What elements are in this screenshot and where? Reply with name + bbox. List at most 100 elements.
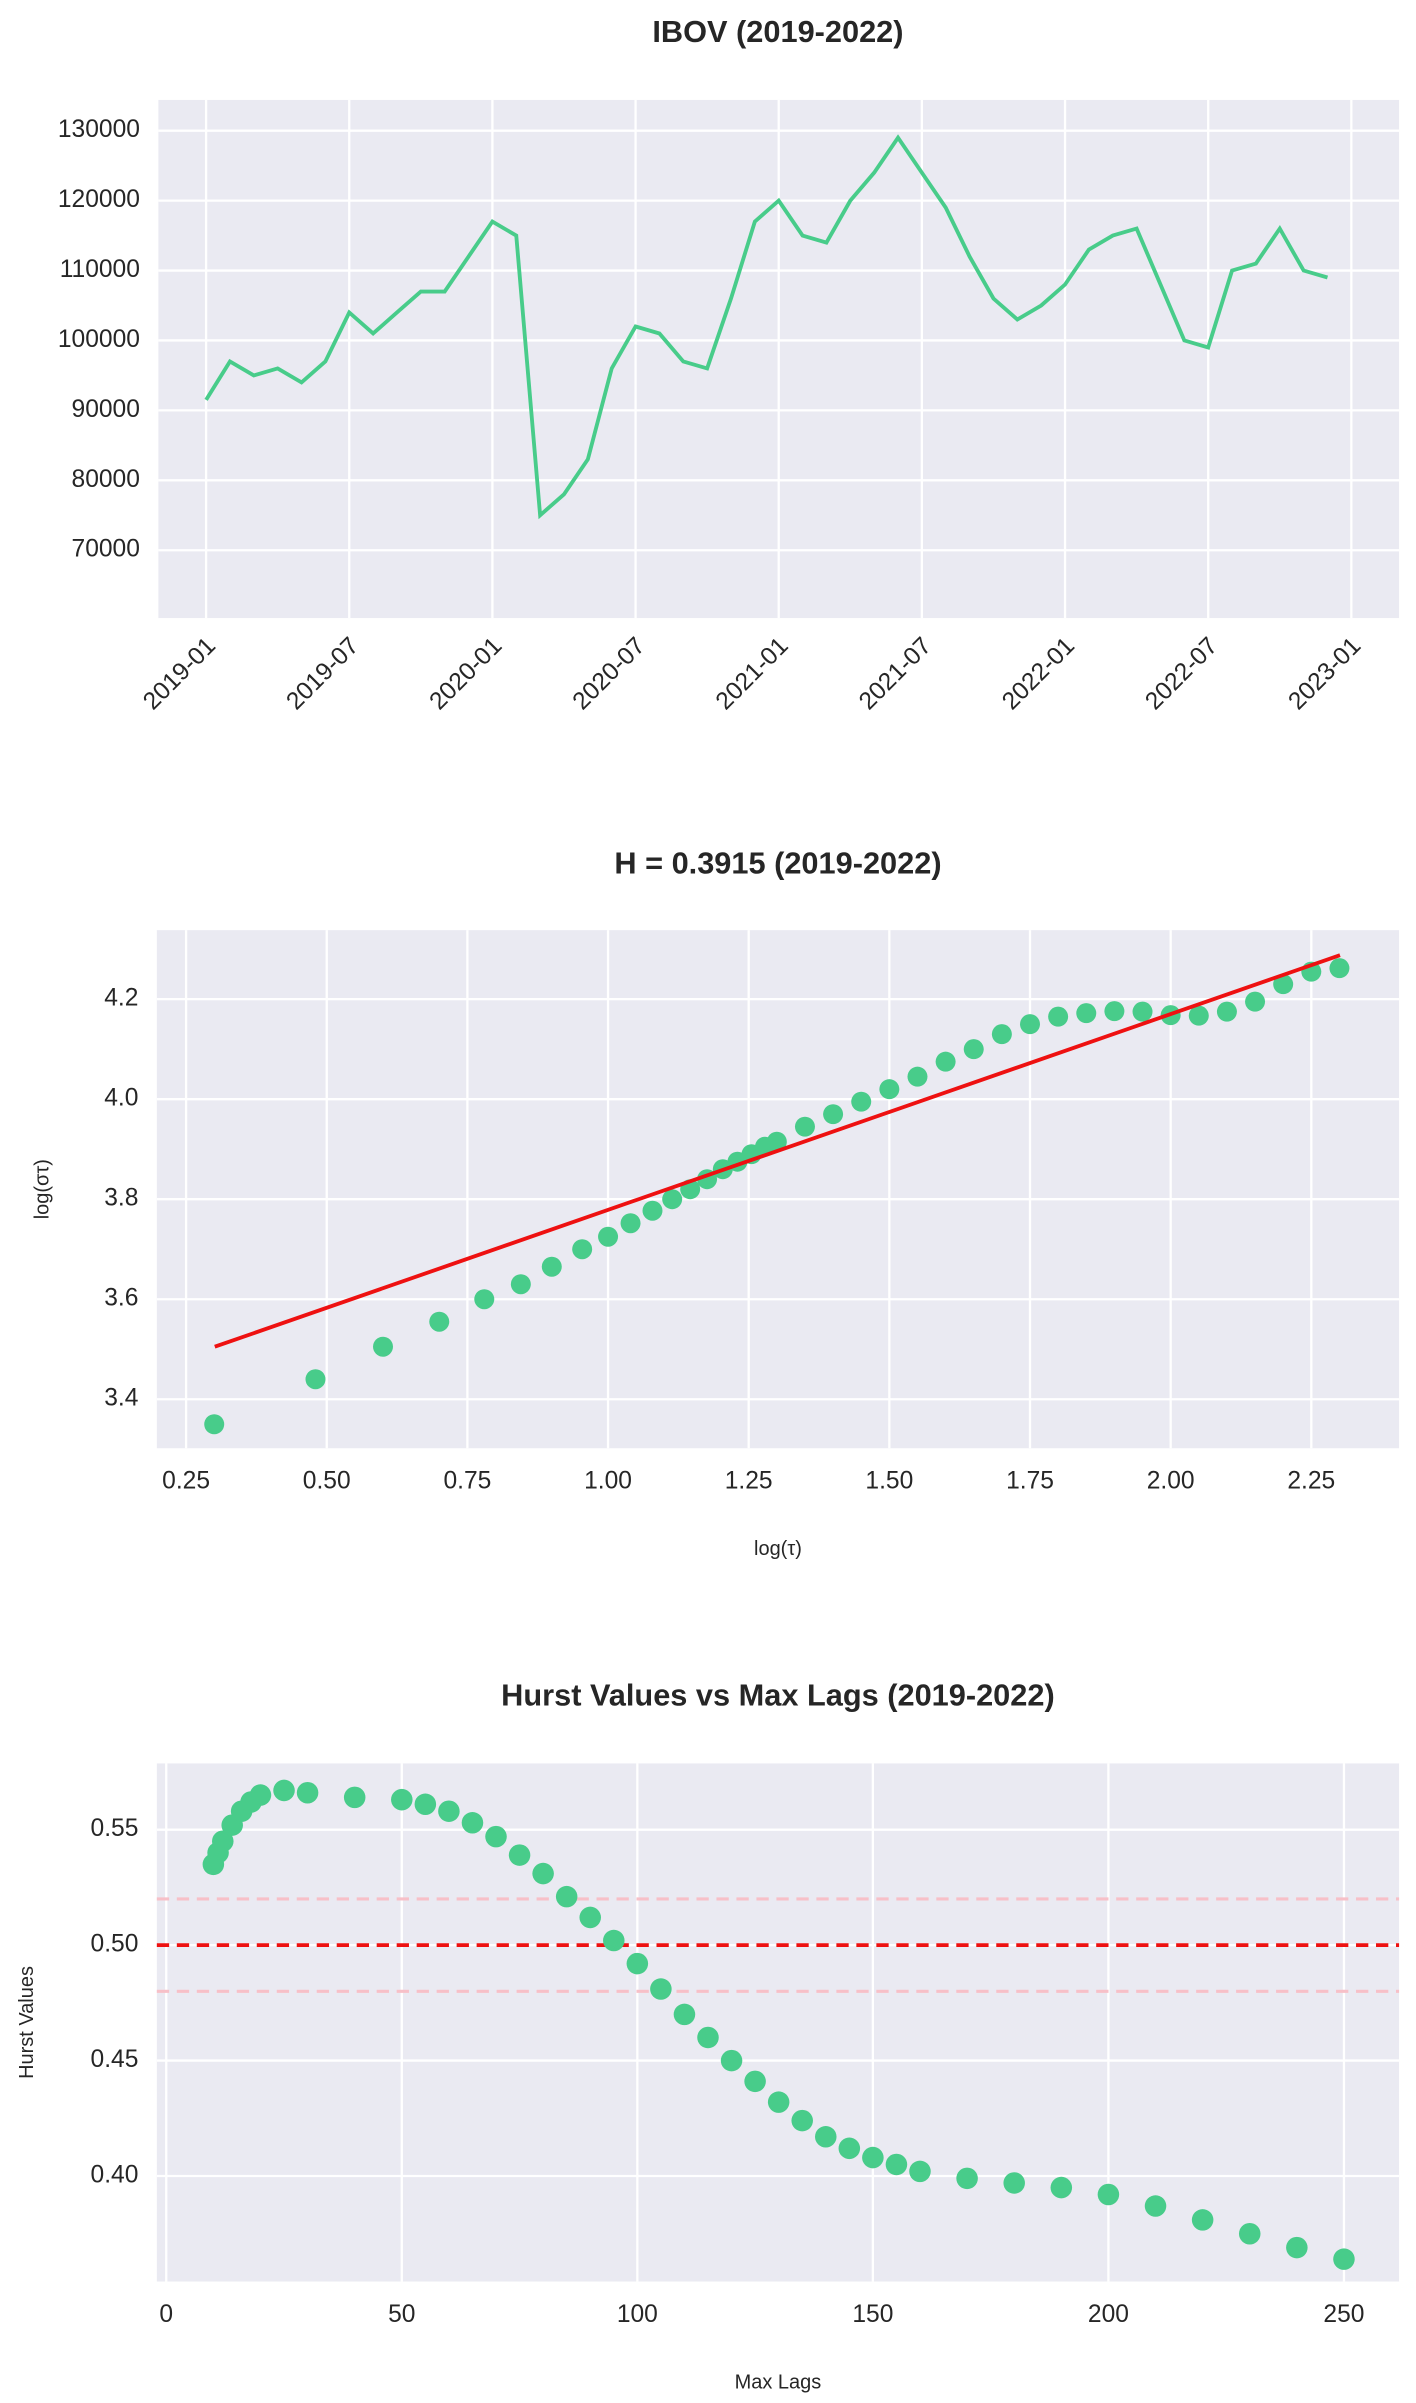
point (909, 2160, 931, 2183)
point (204, 1414, 225, 1435)
point (510, 1274, 531, 1295)
chart-title: H = 0.3915 (2019-2022) (614, 846, 941, 881)
y-tick-label: 3.4 (104, 1385, 138, 1412)
point (461, 1812, 484, 1834)
x-tick-label: 2020-01 (425, 632, 508, 715)
point (1329, 958, 1350, 979)
point (650, 1978, 672, 2000)
y-tick-label: 4.0 (104, 1085, 138, 1112)
point (767, 2091, 790, 2113)
point (603, 1929, 625, 1952)
point (1286, 2236, 1308, 2259)
x-tick-label: 1.00 (584, 1468, 632, 1495)
point (1020, 1014, 1040, 1035)
point (673, 2003, 696, 2026)
x-tick-label: 2020-07 (568, 632, 651, 715)
x-tick-label: 0.75 (443, 1468, 491, 1495)
y-tick-label: 110000 (60, 256, 140, 283)
point (541, 1256, 562, 1277)
x-tick-label: 0.25 (162, 1468, 210, 1495)
x-tick-label: 250 (1323, 2301, 1364, 2328)
point (474, 1289, 495, 1310)
x-tick-label: 2.25 (1287, 1468, 1335, 1495)
point (626, 1952, 649, 1975)
point (343, 1786, 366, 1809)
point (935, 1051, 956, 1072)
point (720, 2049, 743, 2072)
x-tick-label: 0.50 (303, 1468, 351, 1495)
x-tick-label: 1.25 (725, 1468, 773, 1495)
price-line (204, 134, 1329, 520)
point (1132, 1001, 1153, 1022)
point (885, 2153, 908, 2176)
chart-title: IBOV (2019-2022) (652, 14, 903, 49)
point (305, 1369, 326, 1390)
y-tick-label: 100000 (58, 326, 140, 353)
point (212, 1830, 234, 1853)
point (662, 1189, 683, 1210)
point (429, 1311, 450, 1332)
y-tick-label: 0.55 (91, 1815, 139, 1842)
point (1191, 2209, 1214, 2231)
point (744, 2070, 766, 2093)
x-axis-label: Max Lags (735, 2371, 822, 2393)
x-tick-label: 1.75 (1006, 1468, 1054, 1495)
point (862, 2146, 884, 2169)
point (766, 1131, 787, 1152)
point (1144, 2195, 1167, 2217)
point (1238, 2222, 1261, 2245)
point (598, 1226, 619, 1247)
point (1050, 2176, 1073, 2199)
x-axis-label: log(τ) (754, 1538, 802, 1560)
point (879, 1079, 900, 1100)
x-tick-label: 2019-07 (281, 632, 364, 715)
point (823, 1104, 844, 1125)
plot-area (156, 1763, 1400, 2282)
point (1216, 1001, 1237, 1022)
y-tick-label: 90000 (72, 396, 140, 423)
y-tick-label: 4.2 (104, 985, 138, 1012)
point (838, 2137, 861, 2160)
point (555, 1885, 578, 1908)
x-tick-label: 2021-07 (854, 632, 937, 715)
point (532, 1862, 554, 1885)
chart-title: Hurst Values vs Max Lags (2019-2022) (501, 1677, 1055, 1712)
point (296, 1781, 319, 1804)
point (414, 1793, 437, 1816)
y-tick-label: 3.8 (104, 1185, 138, 1212)
y-axis-label: log(στ) (31, 1159, 53, 1219)
point (579, 1906, 601, 1929)
point (373, 1336, 393, 1357)
point (438, 1800, 460, 1822)
point (1104, 1001, 1125, 1022)
x-tick-label: 2022-07 (1140, 632, 1223, 715)
point (1188, 1005, 1209, 1026)
point (1245, 991, 1266, 1012)
y-tick-label: 80000 (72, 466, 140, 493)
x-tick-label: 200 (1088, 2301, 1129, 2328)
point (963, 1039, 984, 1060)
point (642, 1200, 663, 1221)
point (791, 2109, 813, 2132)
point (794, 1116, 815, 1137)
point (907, 1066, 928, 1087)
plot-area (156, 930, 1400, 1449)
point (572, 1239, 593, 1260)
point (851, 1091, 872, 1112)
point (1003, 2172, 1025, 2194)
y-tick-label: 0.45 (91, 2046, 139, 2073)
point (391, 1788, 413, 1811)
x-tick-label: 100 (617, 2301, 658, 2328)
point (991, 1024, 1012, 1045)
y-tick-label: 70000 (72, 536, 140, 563)
x-tick-label: 150 (852, 2301, 893, 2328)
point (1333, 2248, 1355, 2270)
point (508, 1844, 531, 1866)
y-tick-label: 3.6 (104, 1285, 138, 1312)
x-tick-label: 0 (159, 2301, 173, 2328)
point (1097, 2183, 1120, 2206)
x-tick-label: 2.00 (1147, 1468, 1195, 1495)
x-tick-label: 2019-01 (138, 632, 221, 715)
y-tick-label: 0.50 (91, 1931, 139, 1958)
